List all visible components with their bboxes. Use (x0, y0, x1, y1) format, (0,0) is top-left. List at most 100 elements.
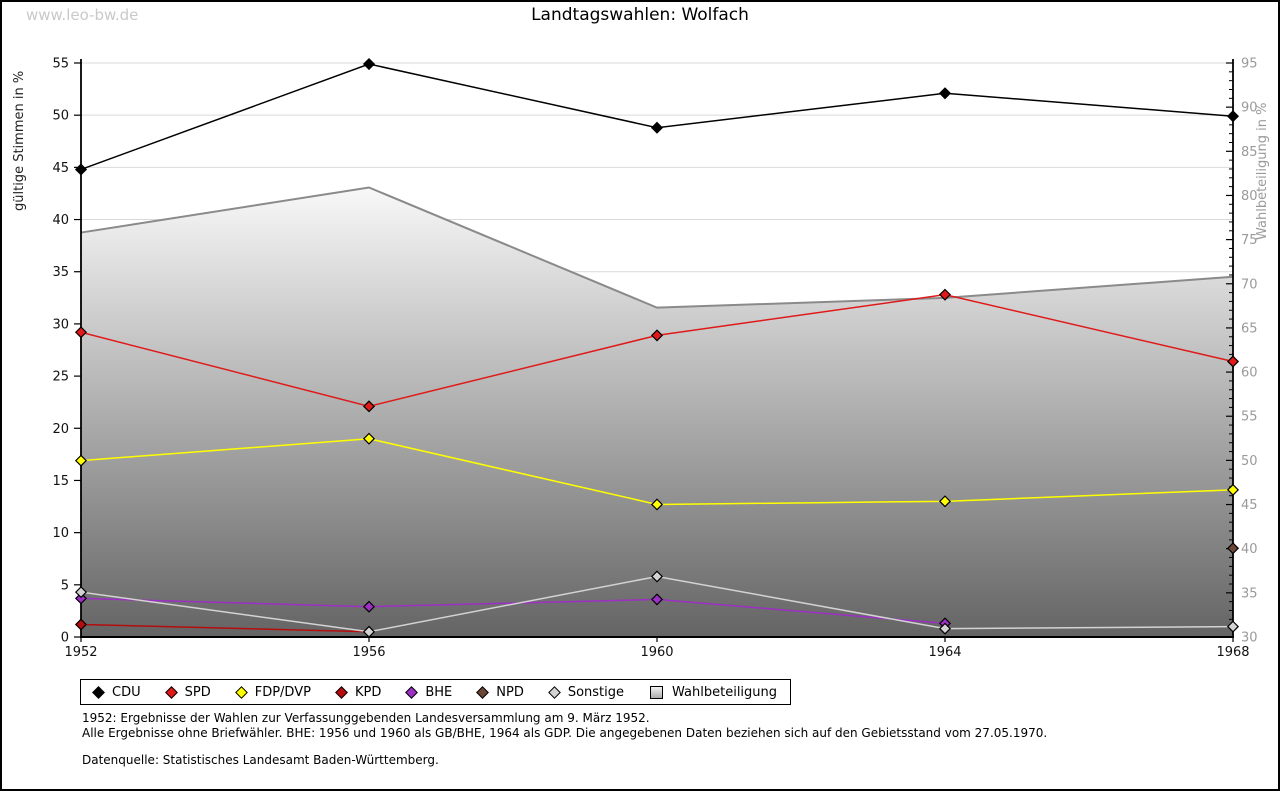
right-tick-label: 95 (1241, 57, 1258, 72)
diamond-marker-icon (547, 685, 561, 699)
legend-item-spd: SPD (164, 684, 211, 700)
data-point-cdu (74, 163, 88, 176)
data-point-bhe (362, 600, 376, 613)
data-point-spd (650, 329, 664, 342)
right-tick-label: 50 (1241, 454, 1258, 469)
legend-item-cdu: CDU (92, 684, 141, 700)
series-line (80, 623, 370, 633)
square-marker-icon (650, 685, 664, 699)
diamond-marker-icon (335, 685, 348, 699)
wahlbeteiligung-area (81, 187, 1233, 637)
data-point-cdu (938, 87, 952, 100)
diamond-marker-icon (92, 685, 105, 699)
x-tick-label: 1956 (352, 645, 385, 660)
data-point-fdp-dvp (1226, 483, 1240, 496)
diamond-marker-icon (476, 685, 490, 699)
right-tick-label: 80 (1241, 189, 1258, 204)
legend-item-wahlbeteiligung: Wahlbeteiligung (650, 685, 777, 700)
legend-label: BHE (425, 684, 453, 700)
data-point-spd (362, 400, 376, 413)
legend-label: CDU (112, 684, 141, 700)
legend-item-kpd: KPD (335, 684, 382, 700)
data-point-cdu (362, 57, 376, 71)
right-tick-label: 35 (1241, 586, 1258, 601)
legend-label: NPD (496, 684, 524, 700)
data-point-sonstige (362, 625, 376, 638)
data-point-spd (1226, 355, 1240, 368)
wahlbeteiligung-line (80, 186, 1234, 309)
diamond-marker-icon (405, 685, 419, 699)
series-npd (1226, 542, 1240, 555)
left-tick-label: 35 (52, 265, 69, 280)
right-tick-label: 45 (1241, 498, 1258, 513)
right-tick-label: 70 (1241, 277, 1258, 292)
x-tick-label: 1952 (64, 645, 97, 660)
left-tick-label: 30 (52, 317, 69, 332)
series-sonstige (74, 570, 1240, 638)
footnote-line-1: 1952: Ergebnisse der Wahlen zur Verfassu… (82, 711, 650, 725)
right-tick-label: 40 (1241, 542, 1258, 557)
legend-label: Wahlbeteiligung (672, 684, 778, 700)
legend-label: SPD (184, 684, 211, 700)
series-spd (74, 288, 1240, 413)
footnote-source: Datenquelle: Statistisches Landesamt Bad… (82, 753, 439, 767)
data-point-cdu (1226, 110, 1240, 123)
x-tick-label: 1960 (640, 645, 673, 660)
series-fdp-dvp (74, 432, 1240, 511)
data-point-bhe (650, 593, 664, 606)
diamond-marker-icon (234, 685, 248, 699)
left-tick-label: 45 (52, 161, 69, 176)
data-point-spd (938, 288, 952, 301)
series-line (80, 63, 1234, 171)
right-tick-label: 55 (1241, 410, 1258, 425)
data-point-sonstige (1226, 620, 1240, 633)
footnote-line-2: Alle Ergebnisse ohne Briefwähler. BHE: 1… (82, 725, 1048, 740)
left-tick-label: 50 (52, 109, 69, 124)
data-point-spd (74, 326, 88, 339)
data-point-sonstige (938, 622, 952, 635)
right-tick-label: 65 (1241, 321, 1258, 336)
left-tick-label: 25 (52, 370, 69, 385)
left-tick-label: 15 (52, 474, 69, 489)
x-tick-label: 1968 (1216, 645, 1249, 660)
right-tick-label: 75 (1241, 233, 1258, 248)
watermark: www.leo-bw.de (26, 6, 139, 24)
data-point-npd (1226, 542, 1240, 555)
legend-item-fdp-dvp: FDP/DVP (234, 684, 311, 700)
data-point-sonstige (74, 586, 88, 599)
data-point-fdp-dvp (74, 454, 88, 467)
legend-label: FDP/DVP (254, 684, 311, 700)
series-cdu (74, 57, 1240, 176)
right-tick-label: 90 (1241, 101, 1258, 116)
data-point-cdu (650, 121, 664, 134)
legend: CDU SPD FDP/DVP KPD BHE NPD Sonstige Wahlbeteil… (80, 679, 792, 705)
left-tick-label: 5 (61, 578, 69, 593)
legend-label: KPD (354, 684, 382, 700)
data-point-kpd (74, 618, 88, 631)
left-tick-label: 55 (52, 57, 69, 72)
left-tick-label: 40 (52, 213, 69, 228)
data-point-fdp-dvp (650, 498, 664, 511)
data-point-sonstige (650, 570, 664, 583)
left-tick-label: 0 (61, 631, 69, 646)
legend-item-sonstige: Sonstige (547, 684, 625, 700)
legend-item-bhe: BHE (405, 684, 453, 700)
data-point-bhe (74, 592, 88, 605)
legend-item-npd: NPD (476, 684, 524, 700)
right-tick-label: 60 (1241, 366, 1258, 381)
chart-title: Landtagswahlen: Wolfach (531, 5, 749, 25)
footnotes: 1952: Ergebnisse der Wahlen zur Verfassu… (82, 711, 1047, 768)
legend-label: Sonstige (567, 684, 625, 700)
series-line (80, 597, 946, 625)
axes: 0 5 10 15 20 25 30 35 40 45 50 55 30 35 40 45 50 55 60 65 70… (52, 57, 1257, 661)
left-tick-label: 10 (52, 526, 69, 541)
diamond-marker-icon (164, 685, 178, 699)
x-tick-label: 1964 (928, 645, 961, 660)
right-tick-label: 30 (1241, 631, 1258, 646)
left-tick-label: 20 (52, 422, 69, 437)
right-tick-label: 85 (1241, 145, 1258, 160)
data-point-fdp-dvp (938, 495, 952, 508)
data-point-fdp-dvp (362, 432, 376, 445)
